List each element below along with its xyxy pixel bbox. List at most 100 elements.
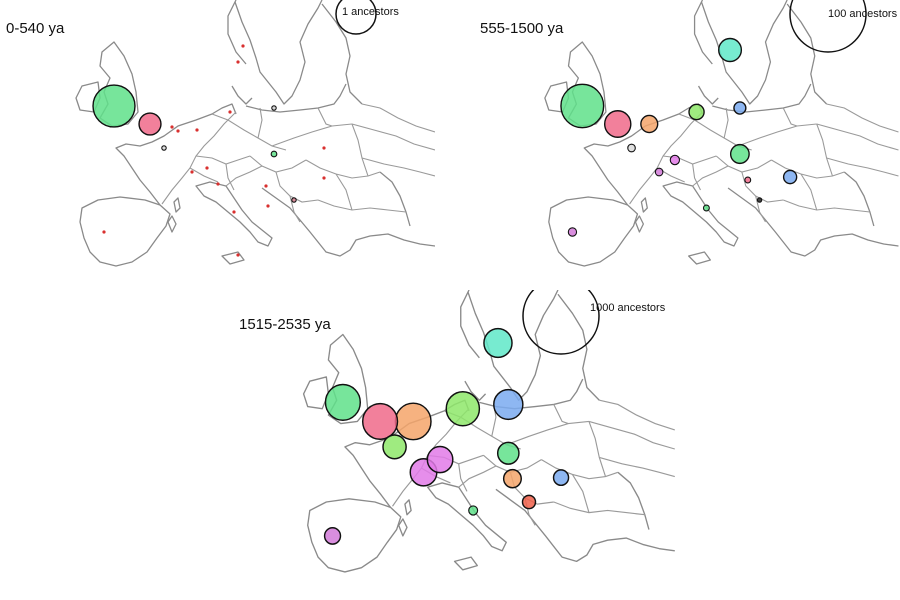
country-border: [289, 195, 301, 223]
island-outline: [327, 333, 369, 425]
coastline: [640, 197, 648, 213]
country-border: [249, 155, 307, 173]
coastline: [495, 488, 675, 563]
population-circle-hungary: [496, 441, 520, 465]
coastline: [693, 0, 713, 65]
country-border: [335, 173, 353, 211]
scale-reference-circle: [522, 290, 600, 355]
country-border: [317, 199, 407, 213]
country-border: [351, 123, 435, 151]
country-border: [553, 404, 569, 425]
population-circle-france-northwest: [138, 112, 162, 136]
country-border: [195, 155, 251, 165]
country-border: [361, 157, 435, 177]
country-border: [189, 167, 219, 183]
scatter-dot: [228, 110, 232, 114]
population-circle-balkans: [291, 197, 297, 203]
country-border: [692, 165, 729, 187]
scatter-dot: [322, 176, 326, 180]
population-circle-france-northwest: [361, 402, 399, 441]
coastline: [321, 3, 363, 105]
country-border: [506, 420, 590, 446]
scale-label: 100 ancestors: [828, 8, 898, 20]
europe-basemap: [544, 0, 899, 267]
country-border: [715, 155, 772, 173]
map-geometry: [75, 0, 435, 267]
coastline: [453, 556, 478, 571]
population-circle-switzerland: [669, 154, 681, 166]
population-circle-british-isles: [92, 84, 136, 128]
map-geometry: [544, 0, 899, 267]
scale-label: 1000 ancestors: [590, 302, 666, 314]
map-panel-555-1500: 555-1500 ya 100 ancestors: [470, 0, 900, 282]
scatter-dot: [264, 184, 268, 188]
country-border: [305, 159, 381, 179]
era-label: 555-1500 ya: [480, 20, 564, 37]
coastline: [786, 3, 828, 105]
island-outline: [302, 376, 330, 410]
scatter-dot: [195, 128, 199, 132]
country-border: [588, 421, 607, 477]
coastline: [426, 482, 507, 552]
population-circle-british-isles: [324, 383, 362, 421]
population-circle-british-isles: [560, 83, 605, 129]
country-border: [275, 171, 319, 203]
country-border: [816, 123, 899, 151]
population-circle-croatia: [502, 468, 522, 489]
country-border: [826, 157, 899, 177]
country-border: [271, 123, 353, 147]
population-circle-poland: [733, 101, 747, 115]
coastline: [221, 251, 245, 265]
coastline: [195, 181, 273, 247]
country-border: [782, 107, 798, 127]
country-border: [692, 163, 701, 191]
scatter-dot: [232, 210, 236, 214]
population-circle-switzerland: [426, 445, 454, 474]
coastline: [464, 380, 487, 401]
country-border: [588, 420, 675, 450]
coastline: [398, 518, 408, 537]
population-circle-poland: [271, 105, 277, 111]
population-circle-low-countries: [394, 402, 432, 441]
coastline: [688, 251, 711, 265]
country-border: [755, 195, 766, 223]
population-circle-france-northwest: [603, 110, 632, 138]
population-circle-low-countries: [640, 114, 659, 134]
coastline: [548, 196, 639, 267]
scatter-dot: [205, 166, 209, 170]
coastline: [697, 85, 719, 105]
population-circle-balkans: [756, 197, 763, 203]
country-border: [737, 123, 817, 147]
coastline: [727, 187, 899, 257]
coastline: [115, 103, 237, 206]
country-border: [351, 123, 369, 177]
map-geometry: [302, 290, 675, 573]
scale-reference-circle: [789, 0, 867, 53]
country-border: [826, 103, 899, 133]
europe-basemap: [75, 0, 435, 267]
scatter-dot: [216, 182, 220, 186]
population-circle-iberia: [567, 227, 578, 237]
population-circle-france-north: [161, 145, 167, 151]
country-border: [783, 199, 870, 213]
population-circle-balkans-north: [744, 176, 752, 184]
country-border: [317, 107, 333, 127]
population-circle-hungary: [729, 143, 750, 165]
population-circle-italy: [468, 505, 479, 516]
scatter-dot: [190, 170, 194, 174]
era-label: 1515-2535 ya: [239, 316, 331, 333]
coastline: [662, 181, 739, 247]
coastline: [231, 85, 253, 105]
country-border: [458, 465, 497, 488]
country-border: [225, 163, 235, 191]
scatter-dot: [102, 230, 106, 234]
scatter-dot: [176, 129, 180, 133]
coastline: [557, 293, 600, 401]
scale-reference-circle: [335, 0, 377, 35]
coastline: [712, 83, 812, 113]
population-circle-romania: [782, 169, 798, 185]
coastline: [843, 171, 875, 227]
scale-label: 1 ancestors: [342, 6, 399, 18]
scatter-dot: [236, 253, 240, 257]
country-border: [723, 107, 729, 139]
